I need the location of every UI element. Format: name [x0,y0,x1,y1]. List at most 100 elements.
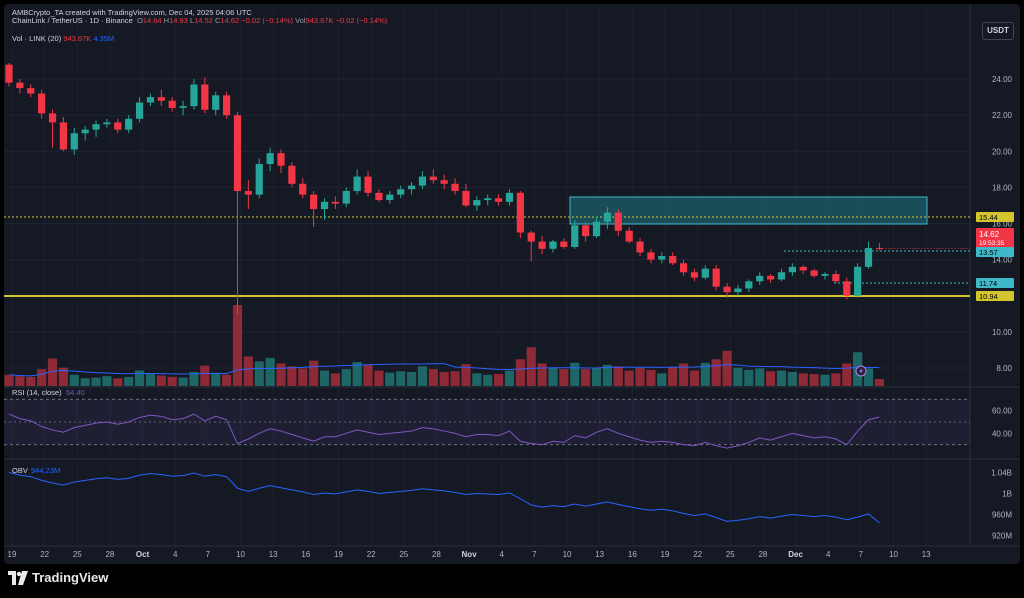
time-axis-label: 28 [432,550,441,559]
volume-bar [733,367,743,386]
symbol-name[interactable]: ChainLink / TetherUS · 1D · Binance [12,16,133,25]
volume-bar [47,358,58,386]
volume-bar [287,366,297,386]
volume-bar [276,363,286,386]
candle-body [179,106,187,108]
volume-bar [406,371,417,386]
volume-bar [678,363,689,386]
candle-body [516,192,524,233]
candle-body [636,241,644,253]
volume-bar [330,373,340,386]
candle-body [320,201,329,210]
supply-zone-rect [569,196,928,225]
time-axis-label: 10 [889,550,898,559]
candle-body [745,281,753,289]
volume-bar [700,362,710,386]
chart-canvas[interactable]: 24.0022.0020.0018.0016.0014.0012.0010.00… [4,4,1020,564]
time-axis-label: 16 [628,550,637,559]
candle-body [397,189,405,195]
volume-bar [26,376,36,386]
volume-bar [624,370,634,386]
time-axis-label: 7 [859,550,864,559]
rsi-line [8,413,880,449]
volume-bar [243,356,253,386]
volume-bar [831,373,841,386]
candle-body [527,232,535,242]
lightning-icon-glyph [859,368,863,374]
volume-bar [254,361,264,386]
vol-ma-label[interactable]: Vol · LINK (20) [12,34,62,43]
chart-panel[interactable]: 24.0022.0020.0018.0016.0014.0012.0010.00… [4,4,1020,564]
author-text: AMBCrypto_TA created with TradingView.co… [12,8,252,17]
time-axis-label: 13 [269,550,278,559]
last-price-tag-bg [976,228,1014,248]
volume-bar [374,370,384,386]
candle-body [233,115,242,192]
candle-body [582,225,590,237]
time-axis-label: 19 [661,550,670,559]
candle-body [625,230,633,242]
volume-bar [646,369,656,386]
currency-button[interactable]: USDT [982,22,1014,40]
legend-symbol-row[interactable]: ChainLink / TetherUS · 1D · Binance O 14.… [12,16,387,25]
candle-body [103,122,111,125]
price-scale-label: 10.00 [992,328,1013,337]
volume-bar [102,376,112,386]
volume-bar [134,370,145,386]
candle-body [647,252,655,260]
tag-10.94: 10.94 [979,292,998,301]
volume-bar [504,370,515,386]
volume-bar [37,369,47,386]
candle-body [244,191,252,195]
volume-bar [211,372,221,386]
tradingview-logo-icon [8,570,28,585]
time-axis-label: Dec [788,550,803,559]
candle-body [342,191,350,204]
candle-body [549,241,557,249]
candle-body [38,93,46,114]
high-label: H [163,16,170,25]
volume-bar [298,368,308,386]
candle-body [16,82,24,89]
candle-body [603,212,611,222]
volume-bar [581,369,591,386]
bar-countdown-tag: 19:53:35 [979,240,1005,247]
volume-bar [570,362,580,386]
time-axis-label: 4 [500,550,505,559]
volume-bar [635,367,645,386]
legend-volume-row[interactable]: Vol · LINK (20) 943.67K 4.35M [12,34,114,43]
candle-body [832,274,840,282]
obv-scale-label: 1.04B [991,469,1012,478]
volume-bar [91,377,101,386]
volume-bar [428,369,438,386]
tag-15.44: 15.44 [979,213,998,222]
candle-body [386,194,394,201]
volume-bar [396,371,406,386]
candle-body [168,100,176,108]
volume-bar [472,373,482,386]
volume-bar [450,371,460,386]
volume-bar [776,370,787,386]
open-label: O [136,16,143,25]
candle-body [212,95,220,110]
volume-bar [113,378,123,386]
volume-bar [417,366,428,386]
tag-13.57-bg [976,247,1014,257]
candle-body [788,266,796,273]
candle-body [854,266,862,296]
candle-body [157,97,165,101]
close-label: C [215,16,221,25]
candle-body [560,241,568,247]
low-label: L [189,16,195,25]
grid-lines [4,4,970,546]
candle-body [288,165,296,184]
candle-body [538,241,546,249]
volume-bar [668,367,678,386]
high-value: 14.93 [169,16,188,25]
volume-bar [265,357,275,386]
volume-bar [15,376,25,386]
candle-body [429,176,437,181]
tag-10.94-bg [976,291,1014,301]
volume-bar [341,369,351,386]
tradingview-brand[interactable]: TradingView [8,570,108,585]
